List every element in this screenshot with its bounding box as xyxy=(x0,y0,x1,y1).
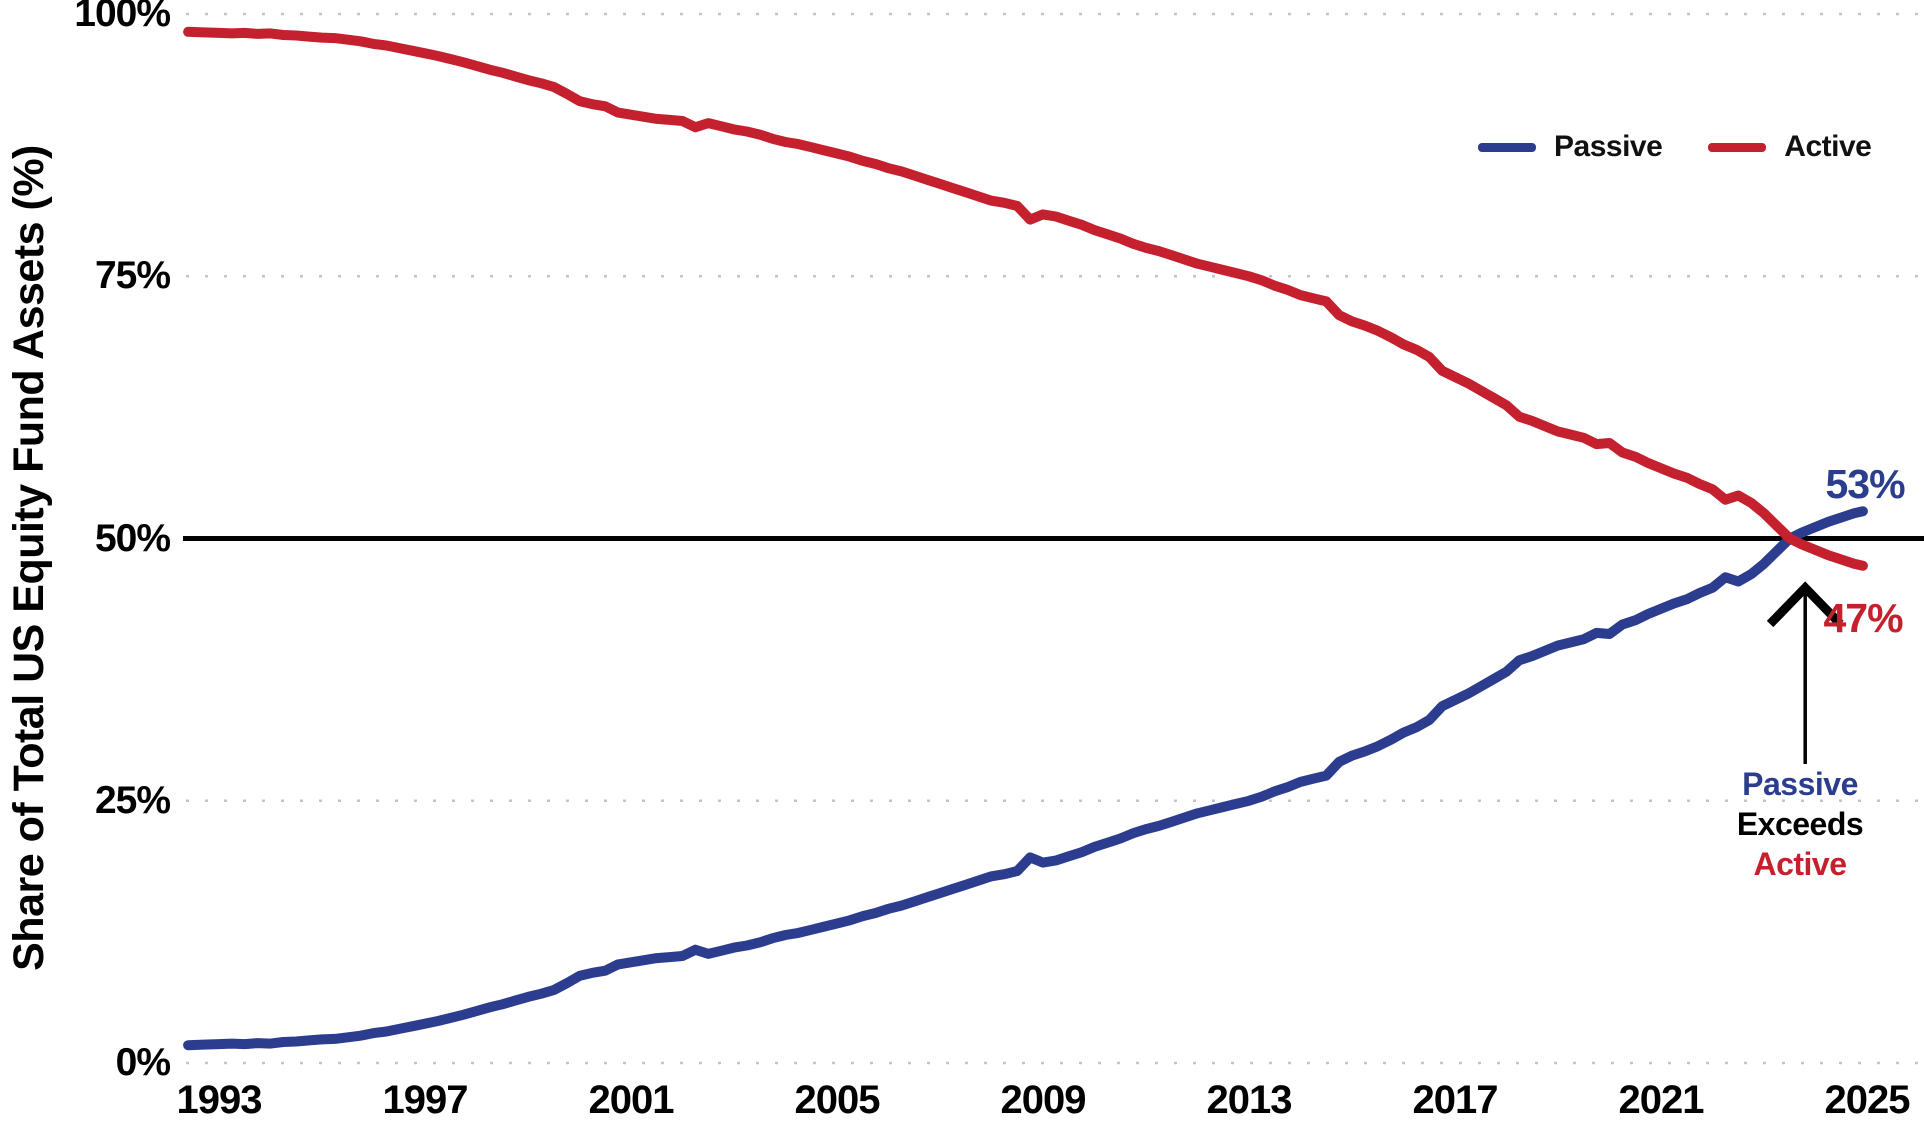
crossover-annotation: Passive Exceeds Active xyxy=(1698,764,1902,884)
active-end-value-label: 47% xyxy=(1823,595,1903,641)
crossover-annotation-line1: Passive xyxy=(1742,766,1858,802)
x-tick-label: 1993 xyxy=(176,1078,263,1122)
y-tick-label: 25% xyxy=(94,778,171,822)
y-tick-label: 75% xyxy=(94,254,171,298)
x-tick-label: 1997 xyxy=(382,1078,469,1122)
legend-item-passive: Passive xyxy=(1478,130,1663,164)
legend-item-active: Active xyxy=(1708,130,1872,164)
passive-end-value-label: 53% xyxy=(1825,461,1905,507)
crossover-annotation-line2: Exceeds xyxy=(1736,806,1864,842)
y-tick-label: 50% xyxy=(94,516,171,560)
crossover-annotation-line3: Active xyxy=(1753,846,1847,882)
y-tick-label: 0% xyxy=(115,1041,171,1084)
annotation-arrow-head xyxy=(1766,581,1844,628)
x-tick-label: 2017 xyxy=(1412,1078,1499,1122)
passive-line xyxy=(183,506,1868,1051)
x-tick-label: 2021 xyxy=(1618,1078,1705,1122)
passive-line-swatch xyxy=(1478,142,1536,152)
x-tick-label: 2005 xyxy=(794,1078,881,1122)
x-tick-label: 2009 xyxy=(1000,1078,1087,1122)
x-tick-label: 2013 xyxy=(1206,1078,1293,1122)
active-line-swatch xyxy=(1708,142,1767,152)
x-tick-label: 2001 xyxy=(588,1078,675,1122)
active-line xyxy=(183,26,1868,571)
legend-label-active: Active xyxy=(1784,130,1872,163)
legend-label-passive: Passive xyxy=(1554,130,1663,163)
x-tick-label: 2025 xyxy=(1824,1078,1911,1122)
y-tick-label: 100% xyxy=(74,0,171,35)
legend: Passive Active xyxy=(1478,130,1872,164)
